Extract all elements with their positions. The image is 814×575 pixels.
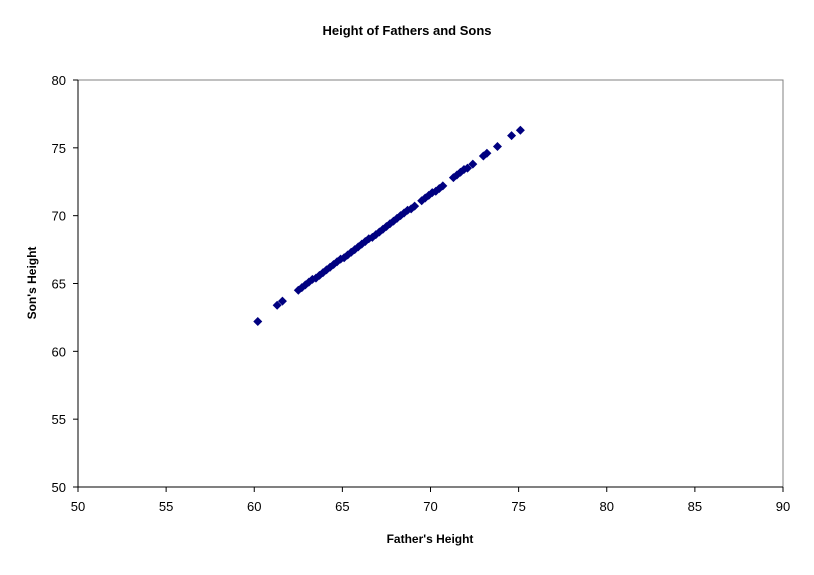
y-axis-title: Son's Height: [25, 247, 39, 320]
x-tick-label: 70: [423, 499, 437, 514]
data-point: [492, 141, 502, 151]
y-tick-label: 75: [52, 141, 66, 156]
x-tick-label: 60: [247, 499, 261, 514]
x-tick-label: 55: [159, 499, 173, 514]
data-series: [253, 125, 525, 326]
data-point: [482, 148, 492, 158]
data-point: [410, 201, 420, 211]
data-point: [507, 131, 517, 141]
plot-area: [77, 79, 784, 488]
y-tick-label: 65: [52, 277, 66, 292]
data-point: [277, 296, 287, 306]
x-axis: 50 55 60 65 70 75 80 85 90: [71, 486, 790, 514]
data-point: [468, 159, 478, 169]
y-tick-label: 55: [52, 412, 66, 427]
y-axis: 50 55 60 65 70 75 80: [52, 73, 79, 495]
y-tick-label: 50: [52, 480, 66, 495]
x-tick-label: 65: [335, 499, 349, 514]
chart-title: Height of Fathers and Sons: [322, 23, 491, 38]
data-point: [336, 254, 346, 264]
x-tick-label: 75: [511, 499, 525, 514]
data-point: [272, 300, 282, 310]
y-tick-label: 80: [52, 73, 66, 88]
y-tick-label: 60: [52, 344, 66, 359]
data-point: [438, 181, 448, 191]
x-axis-title: Father's Height: [387, 532, 474, 546]
x-tick-label: 50: [71, 499, 85, 514]
x-tick-label: 90: [776, 499, 790, 514]
data-point: [463, 163, 473, 173]
x-tick-label: 85: [688, 499, 702, 514]
y-tick-label: 70: [52, 209, 66, 224]
x-tick-label: 80: [600, 499, 614, 514]
data-point: [253, 316, 263, 326]
data-point: [515, 125, 525, 135]
